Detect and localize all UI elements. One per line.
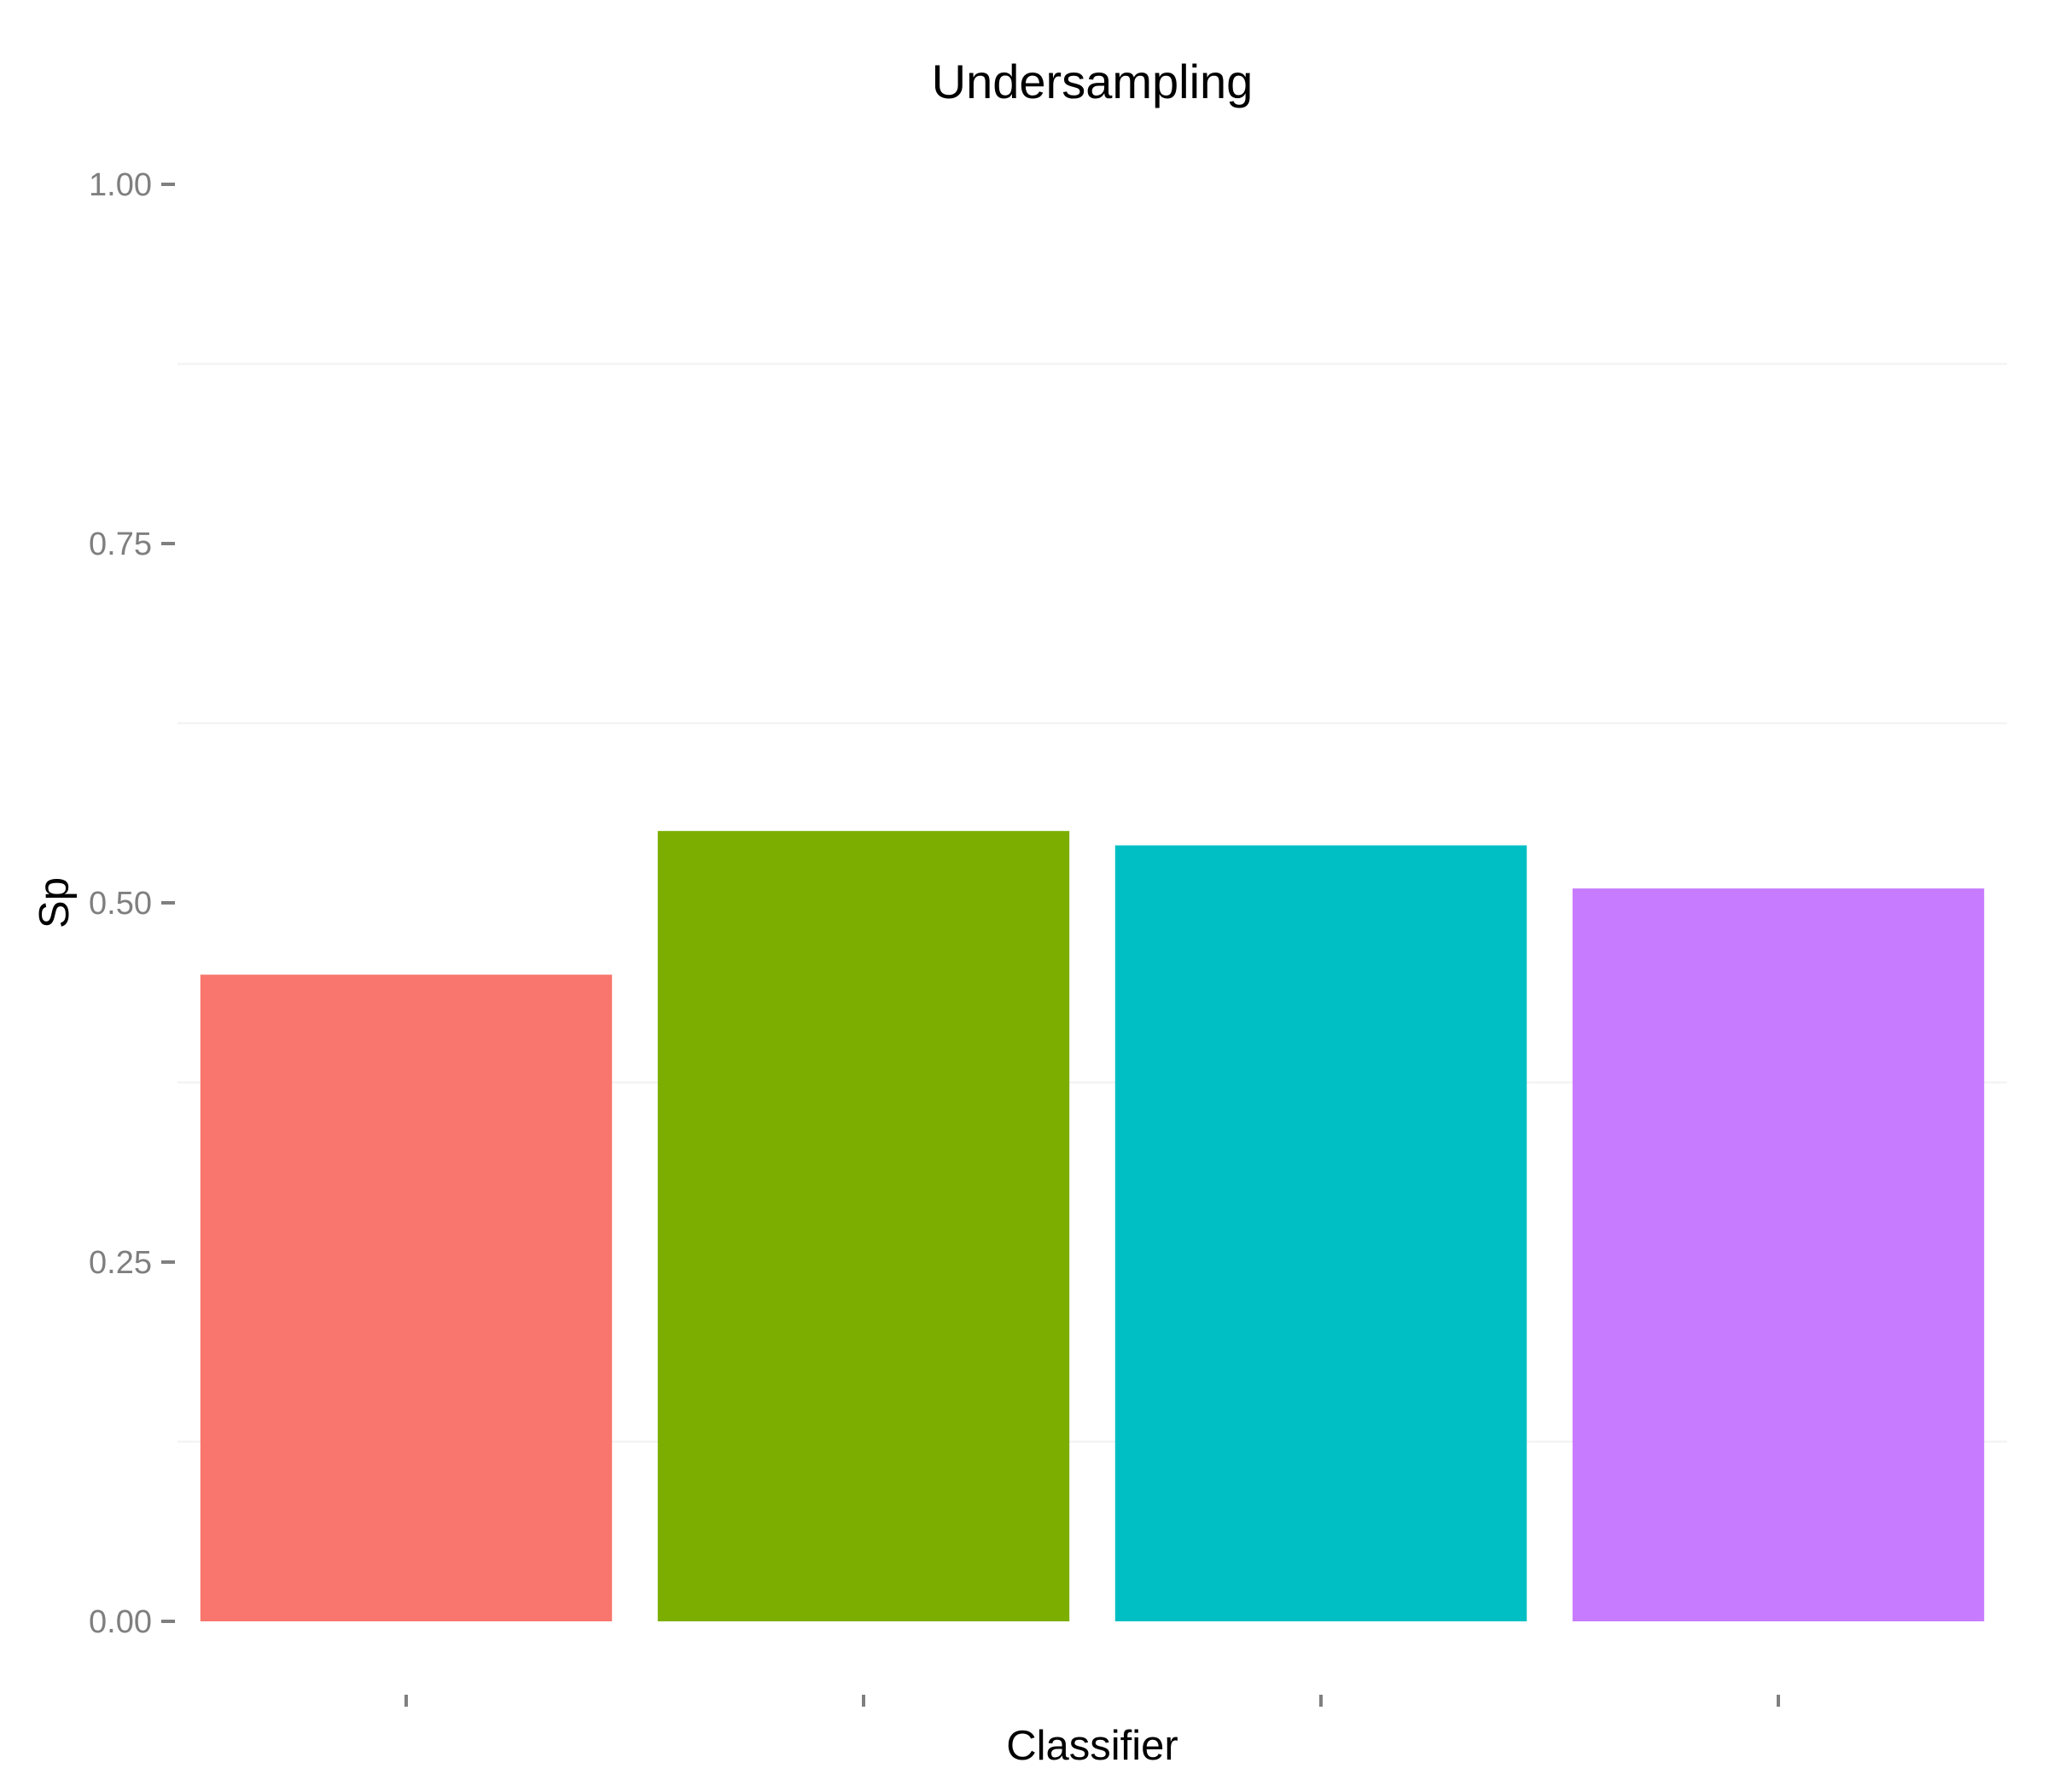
bars bbox=[200, 830, 1985, 1621]
bar bbox=[1572, 888, 1985, 1621]
bar bbox=[657, 830, 1070, 1621]
y-tick-label: 0.25 bbox=[89, 1245, 152, 1281]
bar bbox=[200, 975, 613, 1621]
y-tick-label: 0.50 bbox=[89, 886, 152, 922]
y-tick-label: 1.00 bbox=[89, 167, 152, 203]
x-axis-title: Classifier bbox=[1006, 1723, 1178, 1769]
x-axis bbox=[404, 1695, 1780, 1707]
y-tick-label: 0.00 bbox=[89, 1604, 152, 1640]
bar bbox=[1114, 845, 1527, 1621]
y-axis: 0.00 0.25 0.50 0.75 1.00 bbox=[89, 167, 175, 1640]
y-axis-title: Sp bbox=[32, 877, 78, 928]
chart-title: Undersampling bbox=[932, 55, 1254, 108]
y-tick-label: 0.75 bbox=[89, 527, 152, 562]
